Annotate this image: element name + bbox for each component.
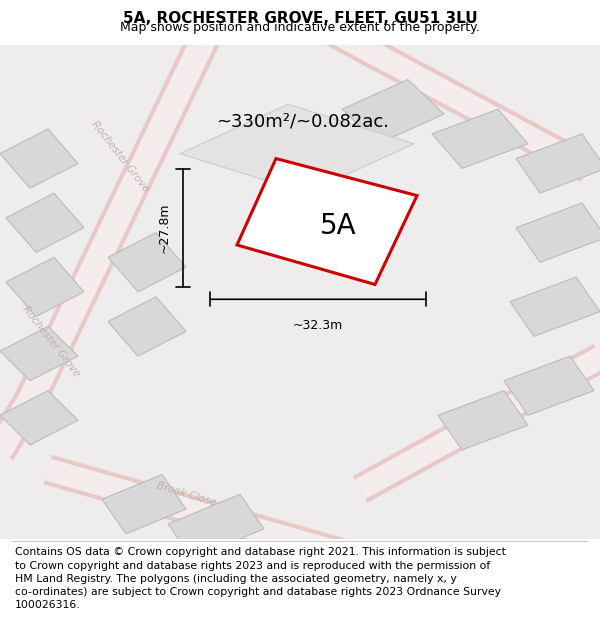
Polygon shape	[432, 109, 528, 168]
Polygon shape	[438, 391, 528, 450]
Text: Map shows position and indicative extent of the property.: Map shows position and indicative extent…	[120, 21, 480, 34]
Polygon shape	[0, 45, 600, 539]
Polygon shape	[6, 258, 84, 316]
Text: 5A: 5A	[320, 212, 356, 240]
Polygon shape	[108, 297, 186, 356]
Polygon shape	[504, 356, 594, 415]
Text: 5A, ROCHESTER GROVE, FLEET, GU51 3LU: 5A, ROCHESTER GROVE, FLEET, GU51 3LU	[122, 11, 478, 26]
Polygon shape	[168, 494, 264, 559]
Polygon shape	[516, 203, 600, 262]
Polygon shape	[0, 326, 78, 381]
Polygon shape	[516, 134, 600, 193]
Polygon shape	[237, 159, 417, 284]
Text: ~27.8m: ~27.8m	[158, 202, 171, 253]
Text: ~330m²/~0.082ac.: ~330m²/~0.082ac.	[216, 112, 389, 131]
Polygon shape	[0, 391, 78, 445]
Polygon shape	[342, 79, 444, 144]
Polygon shape	[6, 193, 84, 253]
Text: Contains OS data © Crown copyright and database right 2021. This information is : Contains OS data © Crown copyright and d…	[15, 548, 506, 610]
Text: Rochester Grove: Rochester Grove	[20, 304, 82, 379]
Polygon shape	[108, 232, 186, 292]
Text: ~32.3m: ~32.3m	[293, 319, 343, 332]
Polygon shape	[102, 474, 186, 534]
Polygon shape	[510, 277, 600, 336]
Text: Brook Close: Brook Close	[155, 481, 217, 508]
Polygon shape	[0, 129, 78, 188]
Polygon shape	[180, 104, 414, 193]
Text: Rochester Grove: Rochester Grove	[89, 119, 151, 193]
